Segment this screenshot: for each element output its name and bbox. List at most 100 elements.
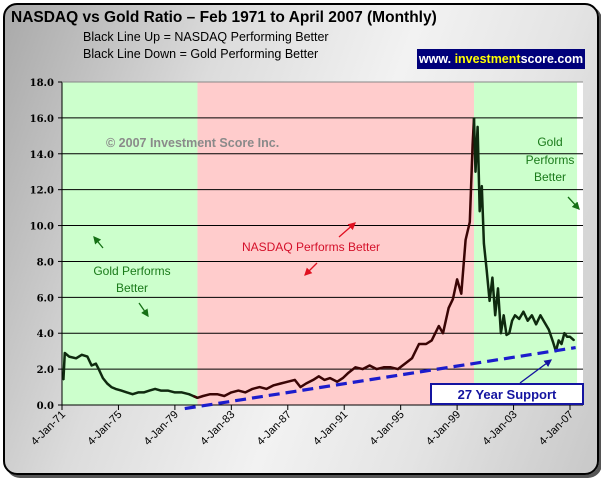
ratio-data-point <box>505 334 508 336</box>
ratio-data-point <box>539 314 541 316</box>
gold-up-arrow-icon <box>93 235 104 249</box>
y-tick-label: 4.0 <box>37 329 54 340</box>
ratio-data-point <box>287 381 289 383</box>
ratio-data-point <box>404 363 406 365</box>
ratio-data-point <box>390 366 392 368</box>
region-band-1 <box>197 82 475 405</box>
ratio-data-point <box>68 355 70 358</box>
ratio-data-point <box>460 293 462 295</box>
ratio-data-point <box>244 391 247 394</box>
ratio-data-point <box>552 341 554 343</box>
y-tick-label: 18.0 <box>30 78 54 89</box>
ratio-data-point <box>174 391 176 394</box>
ratio-data-point <box>431 339 433 341</box>
x-tick-label: 4-Jan-79 <box>142 409 181 448</box>
support-arrow-icon <box>519 359 553 384</box>
ratio-data-point <box>120 390 122 392</box>
region-band-0 <box>62 82 198 405</box>
ratio-data-point <box>62 379 65 381</box>
ratio-data-point <box>494 314 496 316</box>
ratio-data-point <box>143 391 145 394</box>
ratio-data-point <box>411 357 413 359</box>
x-tick-label: 4-Jan-71 <box>29 409 68 448</box>
nasdaq-down-arrow-icon <box>304 262 318 276</box>
ratio-data-point <box>329 377 331 379</box>
x-tick-label: 4-Jan-03 <box>480 409 519 448</box>
ratio-data-point <box>115 388 117 390</box>
ratio-data-point <box>64 352 66 354</box>
y-tick-label: 16.0 <box>30 114 54 125</box>
ratio-data-point <box>181 391 183 394</box>
ratio-data-point <box>560 343 563 345</box>
ratio-data-point <box>544 321 546 324</box>
chart-title: NASDAQ vs Gold Ratio – Feb 1971 to April… <box>11 9 437 26</box>
y-tick-label: 10.0 <box>30 222 54 233</box>
ratio-data-point <box>251 388 254 390</box>
ratio-data-point <box>491 276 493 279</box>
ratio-data-point <box>456 278 458 280</box>
ratio-data-point <box>369 364 371 367</box>
ratio-data-point <box>479 210 481 212</box>
ratio-data-point <box>75 357 77 359</box>
ratio-data-point <box>438 325 440 327</box>
ratio-data-point <box>216 393 218 395</box>
ratio-data-point <box>452 298 454 300</box>
ratio-data-point <box>148 390 151 392</box>
ratio-data-point <box>299 386 302 388</box>
ratio-data-point <box>196 397 199 399</box>
x-tick-label: 4-Jan-99 <box>424 409 463 448</box>
gold-label-right-line2: Performs <box>526 153 575 167</box>
ratio-data-point <box>137 391 139 394</box>
gold-down-arrow-icon <box>138 302 149 318</box>
y-tick-label: 8.0 <box>37 257 54 268</box>
chart-subtitle-line-2: Black Line Down = Gold Performing Better <box>83 47 319 61</box>
ratio-data-point <box>258 386 261 388</box>
ratio-data-point <box>347 372 350 374</box>
copyright-watermark: © 2007 Investment Score Inc. <box>106 136 279 150</box>
ratio-data-point <box>481 185 483 187</box>
ratio-data-point <box>469 221 471 223</box>
ratio-data-point <box>273 384 275 386</box>
ratio-data-point <box>464 239 467 241</box>
ratio-data-point <box>81 354 83 356</box>
ratio-data-point <box>106 382 108 385</box>
ratio-data-point <box>522 311 525 313</box>
ratio-data-point <box>126 391 128 394</box>
brand-prefix: www. <box>418 52 455 66</box>
x-tick-label: 4-Jan-95 <box>368 409 407 448</box>
ratio-data-point <box>110 386 112 388</box>
ratio-data-point <box>531 314 533 316</box>
ratio-data-point <box>86 355 88 358</box>
ratio-data-point <box>280 382 282 385</box>
ratio-data-point <box>535 323 537 325</box>
ratio-data-point <box>266 388 268 390</box>
ratio-data-point <box>448 307 450 309</box>
ratio-data-point <box>527 320 529 322</box>
nasdaq-label: NASDAQ Performs Better <box>242 240 380 254</box>
ratio-data-point <box>312 379 314 381</box>
support-trendline <box>184 345 576 411</box>
ratio-data-point <box>91 364 93 367</box>
ratio-data-point <box>476 126 479 128</box>
ratio-data-point <box>508 332 510 334</box>
website-badge: www. investmentscore.com <box>417 49 585 69</box>
nasdaq-up-arrow-icon <box>338 222 356 238</box>
ratio-data-point <box>131 393 134 395</box>
ratio-data-point <box>230 391 232 394</box>
ratio-data-point <box>342 377 344 379</box>
ratio-data-point <box>318 375 320 377</box>
y-tick-label: 14.0 <box>30 150 54 161</box>
ratio-data-point <box>154 388 156 390</box>
ratio-data-point <box>202 395 204 397</box>
support-callout-box <box>430 383 584 405</box>
x-tick-label: 4-Jan-91 <box>311 409 350 448</box>
gold-label-right-line1: Gold <box>537 135 562 149</box>
ratio-data-point <box>425 343 427 345</box>
ratio-data-point <box>160 390 162 392</box>
chart-subtitle-line-1: Black Line Up = NASDAQ Performing Better <box>83 30 329 44</box>
ratio-data-point <box>95 363 97 365</box>
ratio-data-point <box>323 379 326 381</box>
ratio-data-point <box>383 366 385 368</box>
ratio-data-point <box>503 314 505 316</box>
